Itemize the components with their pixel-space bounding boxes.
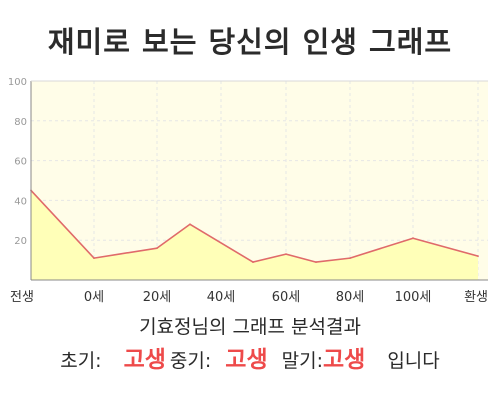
result-summary: 초기: 고생 중기: 고생 말기:고생 입니다 <box>0 349 500 372</box>
series-line <box>30 189 479 263</box>
x-tick-label: 100세 <box>395 290 432 305</box>
data-point <box>252 261 254 263</box>
data-point <box>285 253 287 256</box>
result-heading: 기효정님의 그래프 분석결과 <box>139 316 361 338</box>
y-tick-label: 100 <box>8 77 27 88</box>
data-point <box>412 237 414 240</box>
late-stage-label: 말기: <box>281 350 323 372</box>
data-point <box>477 255 479 258</box>
x-tick-label: 40세 <box>207 290 236 305</box>
x-tick-label: 80세 <box>336 290 365 305</box>
x-tick-label: 전생 <box>10 290 34 305</box>
y-tick-label: 80 <box>14 117 27 128</box>
y-tick-label: 40 <box>14 196 27 207</box>
data-point <box>156 247 158 250</box>
x-tick-label: 60세 <box>272 290 301 305</box>
x-tick-label: 환생 <box>464 290 488 305</box>
data-point <box>315 261 317 263</box>
middle-stage-value: 고생 <box>225 347 268 373</box>
early-stage-label: 초기: <box>60 350 102 372</box>
x-tick-label: 20세 <box>143 290 172 305</box>
data-point <box>349 257 351 260</box>
x-tick-label: 0세 <box>84 290 104 305</box>
y-tick-label: 20 <box>14 236 27 247</box>
area-fill <box>31 190 478 280</box>
y-tick-label: 60 <box>14 157 27 168</box>
data-point <box>93 257 95 260</box>
early-stage-value: 고생 <box>123 347 166 373</box>
late-stage-value: 고생 <box>323 347 366 373</box>
middle-stage-label: 중기: <box>169 350 212 372</box>
data-point <box>189 223 191 226</box>
result-suffix: 입니다 <box>387 350 440 372</box>
chart-title: 재미로 보는 당신의 인생 그래프 <box>47 25 453 59</box>
